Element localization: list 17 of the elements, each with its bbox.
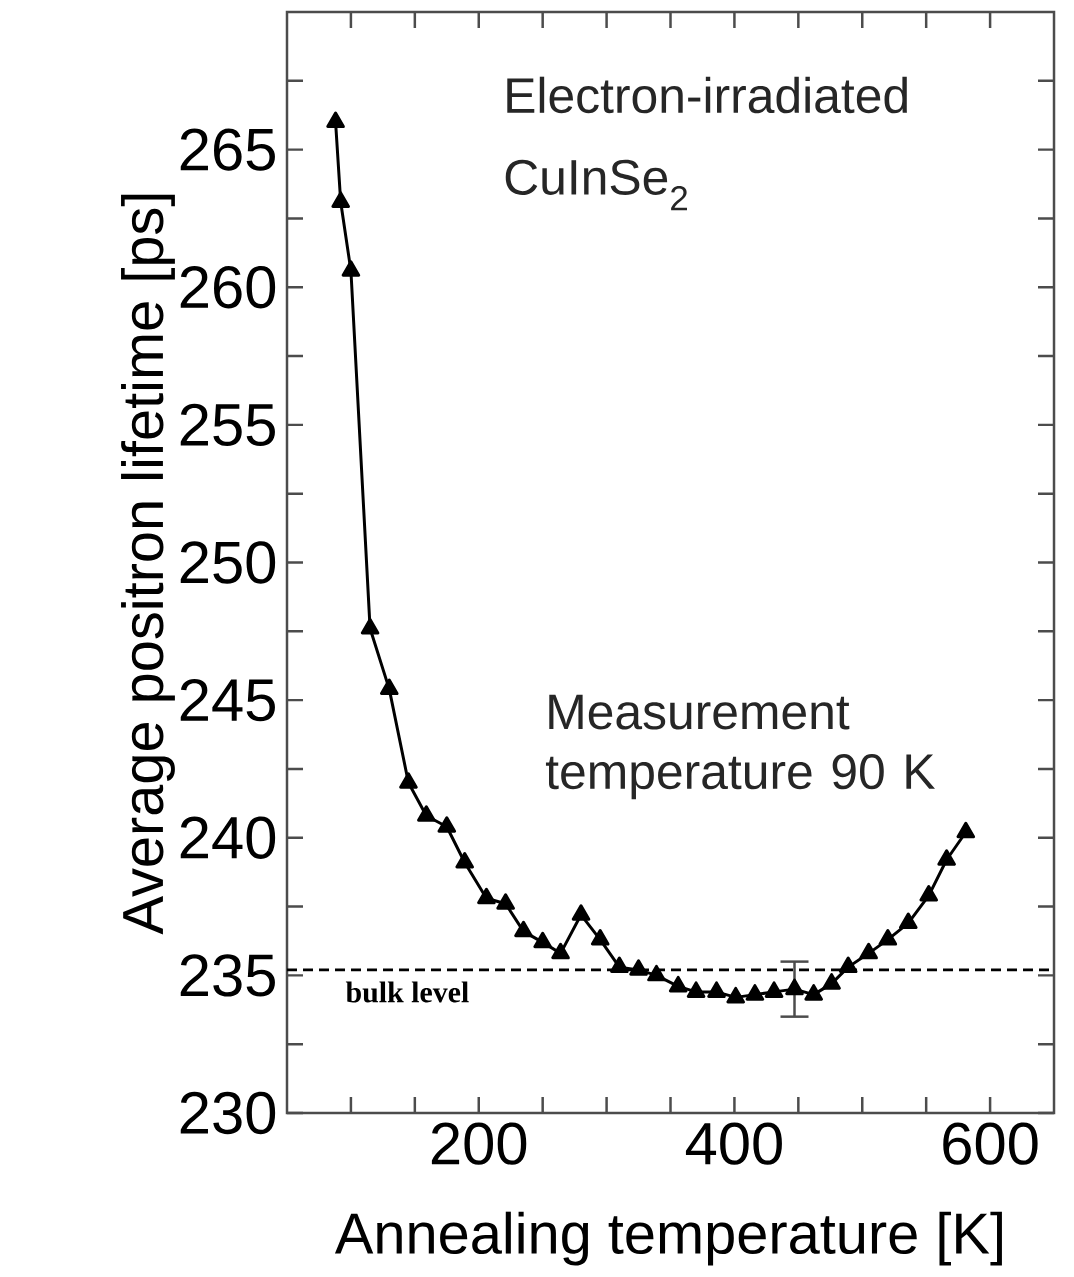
annotation: CuInSe$_{2}$ [505,159,687,211]
y-tick-label: 245 [180,678,275,722]
annotation: Measurement temperature 90 K [545,694,935,800]
ref-line-label: bulk level [345,981,469,1003]
y-axis-title: Average positron lifetime [ps] [121,194,175,935]
y-tick-label: 250 [180,541,276,584]
y-tick-label: 265 [180,128,275,171]
annotation: Electron-irradiated [507,76,907,114]
y-tick-label: 230 [180,1091,276,1135]
x-tick-label: 200 [431,1122,527,1165]
x-tick-label: 600 [943,1122,1038,1165]
y-tick-label: 240 [180,816,276,859]
x-axis-title: Annealing temperature [K] [334,1211,1002,1266]
y-tick-label: 235 [180,954,275,997]
x-tick-label: 400 [685,1122,782,1165]
y-tick-label: 260 [180,266,276,309]
y-tick-label: 255 [180,403,275,447]
